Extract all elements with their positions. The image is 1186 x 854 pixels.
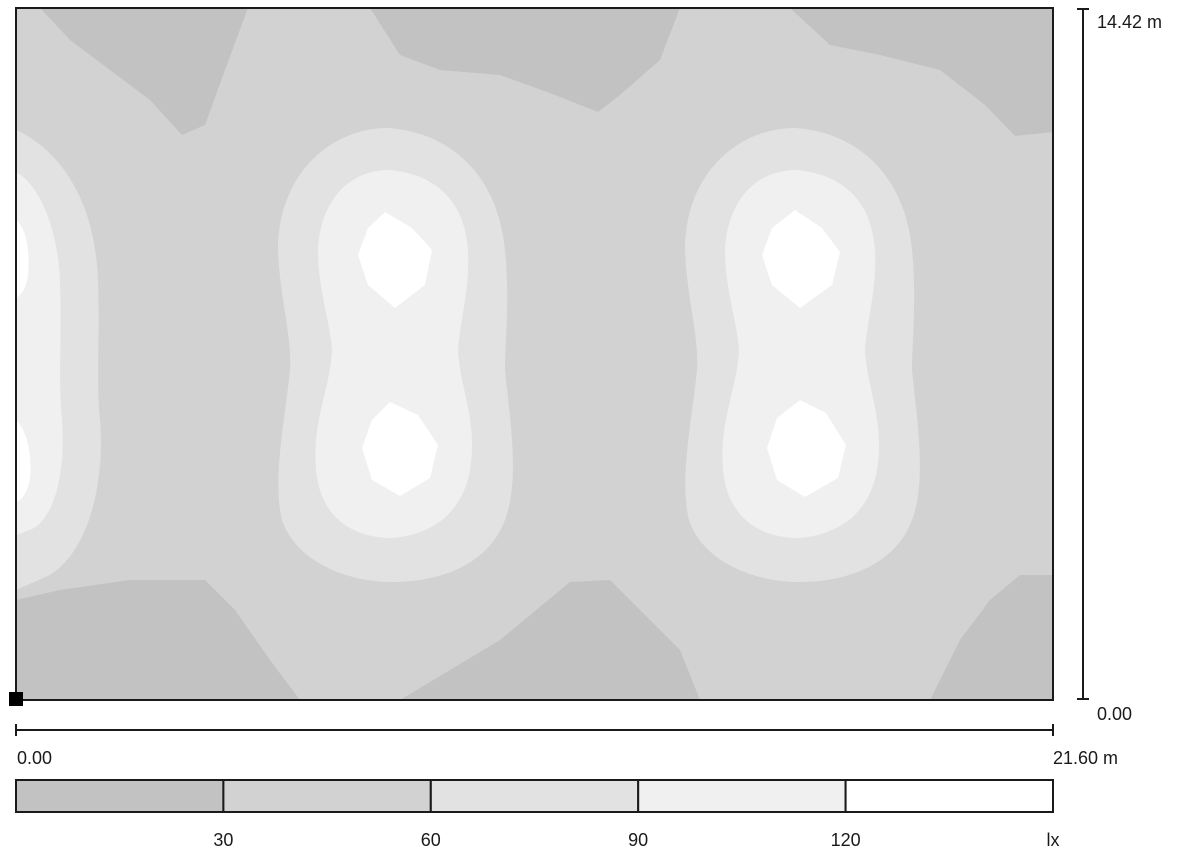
height-label: 14.42 m <box>1097 12 1162 32</box>
band-low-bottom-right <box>930 575 1053 700</box>
origin-marker <box>9 692 23 706</box>
band-peak-middle-bottom <box>362 402 438 496</box>
legend-tick-label: 30 <box>213 830 233 850</box>
band-peak-left-top <box>16 220 29 298</box>
legend-tick-label: 90 <box>628 830 648 850</box>
legend-tick-label: 60 <box>421 830 441 850</box>
y-origin-label: 0.00 <box>1097 704 1132 724</box>
legend-band-3 <box>637 779 847 813</box>
band-low-top-middle <box>370 8 680 112</box>
height-dimension <box>1077 8 1089 700</box>
legend-band-2 <box>429 779 640 813</box>
legend-band-1 <box>222 779 432 813</box>
legend-unit-label: lx <box>1047 830 1060 850</box>
plot-border <box>15 7 1054 701</box>
band-peak-left-bottom <box>16 420 31 502</box>
width-label: 21.60 m <box>1053 748 1118 768</box>
band-low-top-left <box>40 8 248 135</box>
legend-band-4 <box>844 779 1054 813</box>
band-low-bottom-middle <box>400 580 700 700</box>
band-peak-middle-top <box>358 212 432 308</box>
isolux-legend: 30 60 90 120 lx <box>15 779 1060 850</box>
x-origin-label: 0.00 <box>17 748 52 768</box>
isolux-contour-area <box>16 8 1053 700</box>
band-peak-right-top <box>762 210 840 308</box>
band-low-top-right <box>790 8 1053 136</box>
width-dimension <box>15 724 1054 736</box>
legend-tick-label: 120 <box>831 830 861 850</box>
band-peak-right-bottom <box>767 400 846 497</box>
band-low-bottom-left <box>16 580 300 700</box>
legend-band-0 <box>15 779 225 813</box>
